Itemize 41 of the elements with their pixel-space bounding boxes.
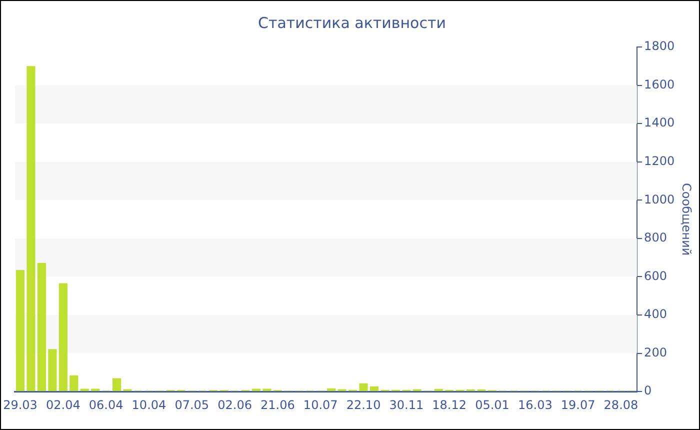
x-tick-label: 30.11: [389, 398, 424, 412]
x-tick-label: 21.06: [260, 398, 295, 412]
x-tick-label: 19.07: [560, 398, 596, 412]
y-tick-label: 800: [644, 230, 667, 245]
x-tick-label: 16.03: [518, 398, 552, 412]
y-tick-label: 600: [644, 268, 667, 283]
bar: [370, 386, 379, 392]
bar: [16, 270, 25, 392]
x-tick-label: 02.04: [46, 398, 80, 412]
x-tick-label: 28.08: [604, 398, 638, 412]
x-tick-label: 10.04: [132, 398, 166, 412]
y-tick-label: 1800: [644, 39, 675, 54]
bar: [91, 388, 100, 392]
chart-title: Статистика активности: [258, 14, 446, 32]
y-tick-label: 0: [644, 384, 652, 398]
y-tick-label: 400: [644, 307, 667, 322]
bar: [26, 66, 36, 392]
y-tick-label: 1600: [644, 77, 675, 92]
bar: [434, 388, 443, 392]
bar: [359, 383, 368, 392]
bar: [80, 388, 89, 392]
x-tick-label: 22.10: [346, 398, 381, 412]
bar: [252, 388, 261, 392]
bar: [58, 283, 68, 392]
bar: [70, 375, 78, 392]
x-tick-label: 06.04: [88, 398, 124, 412]
y-tick-label: 1400: [644, 116, 675, 130]
bar: [48, 349, 57, 392]
y-tick-label: 1000: [644, 192, 675, 206]
x-tick-label: 18.12: [432, 398, 467, 412]
x-tick-label: 05.01: [475, 398, 510, 412]
y-tick-label: 200: [644, 345, 667, 360]
y-axis-title: Сообщений: [680, 183, 694, 256]
bar: [112, 378, 122, 392]
y-tick-label: 1200: [644, 154, 675, 168]
bar: [262, 388, 272, 392]
x-tick-label: 07.05: [174, 398, 210, 412]
bar: [37, 262, 46, 392]
x-tick-label: 29.03: [3, 398, 38, 412]
x-tick-label: 10.07: [303, 398, 338, 412]
x-tick-label: 02.06: [218, 398, 252, 412]
